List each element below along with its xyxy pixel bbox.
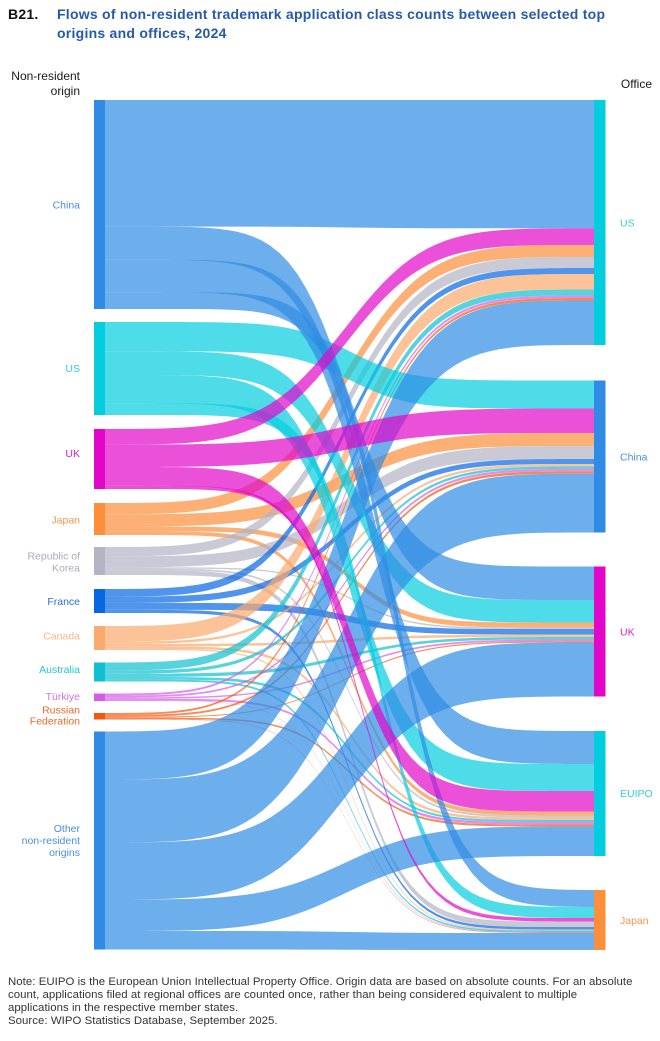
svg-text:France: France <box>47 596 80 608</box>
svg-text:Canada: Canada <box>43 631 80 643</box>
svg-text:Russian: Russian <box>42 705 80 717</box>
svg-text:origins: origins <box>49 847 80 859</box>
svg-text:Japan: Japan <box>51 515 80 527</box>
svg-text:Federation: Federation <box>30 716 80 728</box>
svg-text:UK: UK <box>620 627 635 639</box>
svg-text:Republic of: Republic of <box>27 551 80 563</box>
svg-text:Japan: Japan <box>620 915 649 927</box>
svg-text:China: China <box>620 452 648 464</box>
svg-text:US: US <box>620 218 635 230</box>
svg-text:UK: UK <box>65 448 80 460</box>
svg-text:EUIPO: EUIPO <box>620 788 653 800</box>
svg-text:China: China <box>53 200 81 212</box>
svg-text:Australia: Australia <box>39 664 80 676</box>
svg-text:Other: Other <box>54 823 81 835</box>
svg-text:non-resident: non-resident <box>22 835 80 847</box>
svg-text:Korea: Korea <box>52 563 80 575</box>
svg-text:US: US <box>65 363 80 375</box>
svg-text:Türkiye: Türkiye <box>46 691 81 703</box>
